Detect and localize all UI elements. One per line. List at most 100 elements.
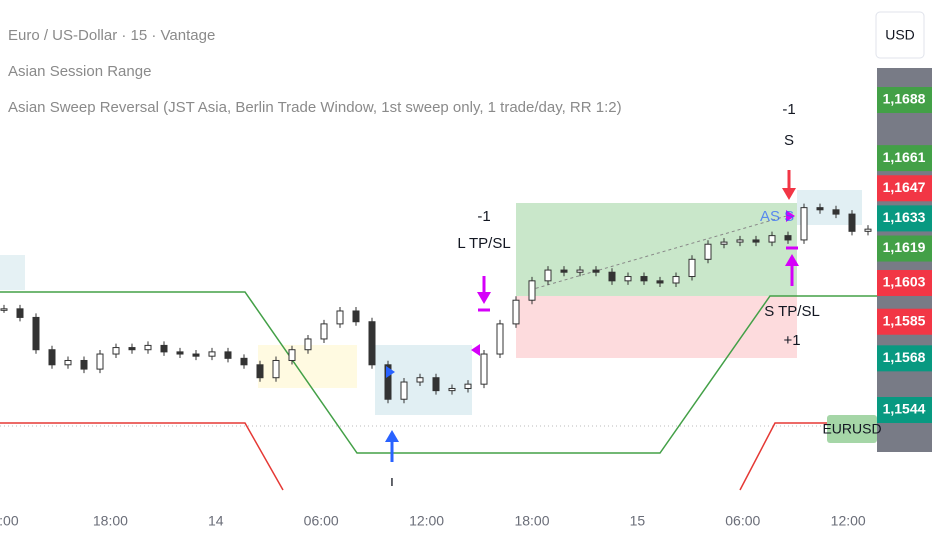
- price-tick-label: 1,1619: [883, 239, 926, 255]
- candle: [320, 323, 328, 340]
- candle: [0, 308, 8, 311]
- price-tag: [877, 235, 932, 262]
- candle: [704, 243, 712, 260]
- price-tag: [877, 345, 932, 372]
- time-tick-label: 06:00: [304, 513, 339, 529]
- candle: [688, 258, 696, 278]
- candle: [144, 344, 152, 351]
- candle: [384, 364, 392, 400]
- indicator-name: Asian Session Range: [8, 63, 151, 80]
- candle: [224, 351, 232, 359]
- candle: [160, 344, 168, 353]
- candle: [16, 308, 24, 318]
- candle: [336, 310, 344, 325]
- candle: [256, 364, 264, 379]
- time-tick-label: 14: [208, 513, 224, 529]
- candle: [96, 353, 104, 370]
- signal-label: L TP/SL: [457, 235, 510, 252]
- price-tag: [877, 205, 932, 232]
- time-tick-label: 18:00: [514, 513, 549, 529]
- price-tag: [877, 145, 932, 172]
- symbol-tag: [827, 415, 877, 443]
- candle: [288, 349, 296, 361]
- signal-label: S TP/SL: [764, 303, 820, 320]
- candle: [304, 338, 312, 351]
- candle: [192, 353, 200, 357]
- price-tick-label: 1,1633: [883, 209, 926, 225]
- candle: [480, 353, 488, 385]
- candle: [176, 351, 184, 355]
- candle: [464, 383, 472, 389]
- candle: [128, 347, 136, 351]
- candle: [576, 269, 584, 273]
- range-low-line: [0, 422, 284, 491]
- candle: [848, 213, 856, 232]
- candle: [752, 239, 760, 243]
- candle: [80, 359, 88, 370]
- signal-count: +1: [783, 332, 800, 349]
- candle: [32, 316, 40, 351]
- candle: [528, 280, 536, 301]
- candle: [608, 271, 616, 282]
- price-tick-label: 1,1661: [883, 149, 926, 165]
- session-label: AS S: [760, 208, 794, 225]
- candle: [544, 269, 552, 282]
- currency-button[interactable]: [875, 11, 925, 59]
- candle: [816, 207, 824, 211]
- price-tick-label: 1,1603: [883, 274, 926, 290]
- price-tick-label: 1,1647: [883, 179, 926, 195]
- signal-arrows: [385, 170, 799, 462]
- price-tick-label: 1,1585: [883, 312, 926, 328]
- candle: [352, 310, 360, 323]
- indicator-name: Asian Sweep Reversal (JST Asia, Berlin T…: [8, 99, 622, 116]
- candle: [112, 347, 120, 355]
- time-tick-label: 15: [630, 513, 646, 529]
- price-tag: [877, 308, 932, 335]
- candle: [64, 359, 72, 366]
- chart-title: Euro / US-Dollar · 15 · Vantage: [8, 27, 215, 44]
- candle: [832, 209, 840, 215]
- candle: [720, 241, 728, 245]
- time-tick-label: 2:00: [0, 513, 19, 529]
- candle: [48, 349, 56, 366]
- price-tick-label: 1,1688: [883, 91, 926, 107]
- candle: [400, 381, 408, 400]
- time-tick-label: 12:00: [831, 513, 866, 529]
- candle: [208, 351, 216, 357]
- candle: [240, 357, 248, 366]
- price-tag: [877, 269, 932, 296]
- candle: [272, 359, 280, 379]
- signal-marker: ı: [390, 473, 394, 490]
- price-tag: [877, 175, 932, 202]
- candle: [736, 239, 744, 243]
- price-tick-label: 1,1568: [883, 349, 926, 365]
- session-box: [0, 255, 25, 290]
- candle: [656, 280, 664, 284]
- range-high-line: [0, 291, 877, 454]
- signal-label: S: [784, 132, 794, 149]
- signal-count: -1: [782, 101, 795, 118]
- candle: [368, 321, 376, 366]
- candle: [448, 387, 456, 392]
- currency-label: USD: [885, 27, 915, 43]
- candle: [864, 228, 872, 232]
- signal-count: -1: [477, 208, 490, 225]
- price-tick-label: 1,1544: [883, 401, 926, 417]
- candle: [800, 207, 808, 241]
- candle: [560, 269, 568, 273]
- candle: [640, 276, 648, 282]
- price-tag: [877, 87, 932, 113]
- candle: [496, 323, 504, 355]
- stop-loss-zone: [516, 296, 797, 358]
- time-tick-label: 18:00: [93, 513, 128, 529]
- time-tick-label: 12:00: [409, 513, 444, 529]
- symbol-label: EURUSD: [822, 421, 881, 437]
- time-tick-label: 06:00: [725, 513, 760, 529]
- candle: [592, 269, 600, 273]
- candle: [512, 299, 520, 325]
- candle: [768, 235, 776, 243]
- candle: [672, 276, 680, 284]
- candle: [432, 377, 440, 392]
- candle: [784, 235, 792, 241]
